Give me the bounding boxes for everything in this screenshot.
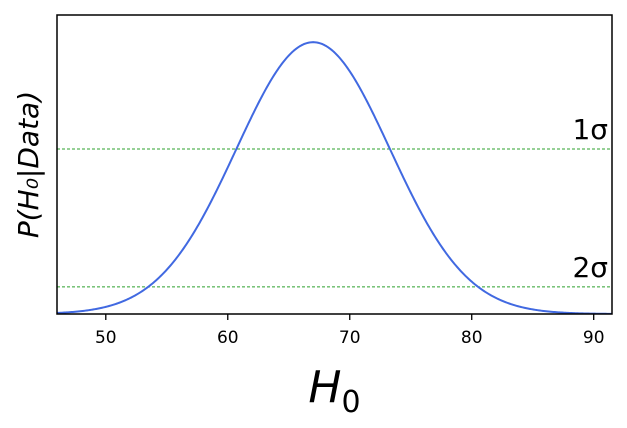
x-tick-label-60: 60 xyxy=(217,328,239,348)
x-axis-label-sub: 0 xyxy=(342,385,361,420)
hline-label-1: 1σ xyxy=(572,113,608,146)
x-axis: 50 60 70 80 90 xyxy=(95,314,605,348)
x-tick-label-90: 90 xyxy=(583,328,605,348)
x-tick-label-70: 70 xyxy=(339,328,361,348)
y-axis-label: P(H₀|Data) xyxy=(12,91,45,238)
x-axis-label: H0 xyxy=(308,362,360,420)
x-axis-label-main: H xyxy=(308,362,341,413)
x-tick-label-50: 50 xyxy=(95,328,117,348)
hline-label-2: 2σ xyxy=(572,251,608,284)
plot-frame xyxy=(56,14,613,315)
plot-area xyxy=(57,41,612,314)
annotations: 1σ 2σ xyxy=(572,113,608,284)
series-line-1 xyxy=(57,41,612,314)
x-tick-label-80: 80 xyxy=(461,328,483,348)
